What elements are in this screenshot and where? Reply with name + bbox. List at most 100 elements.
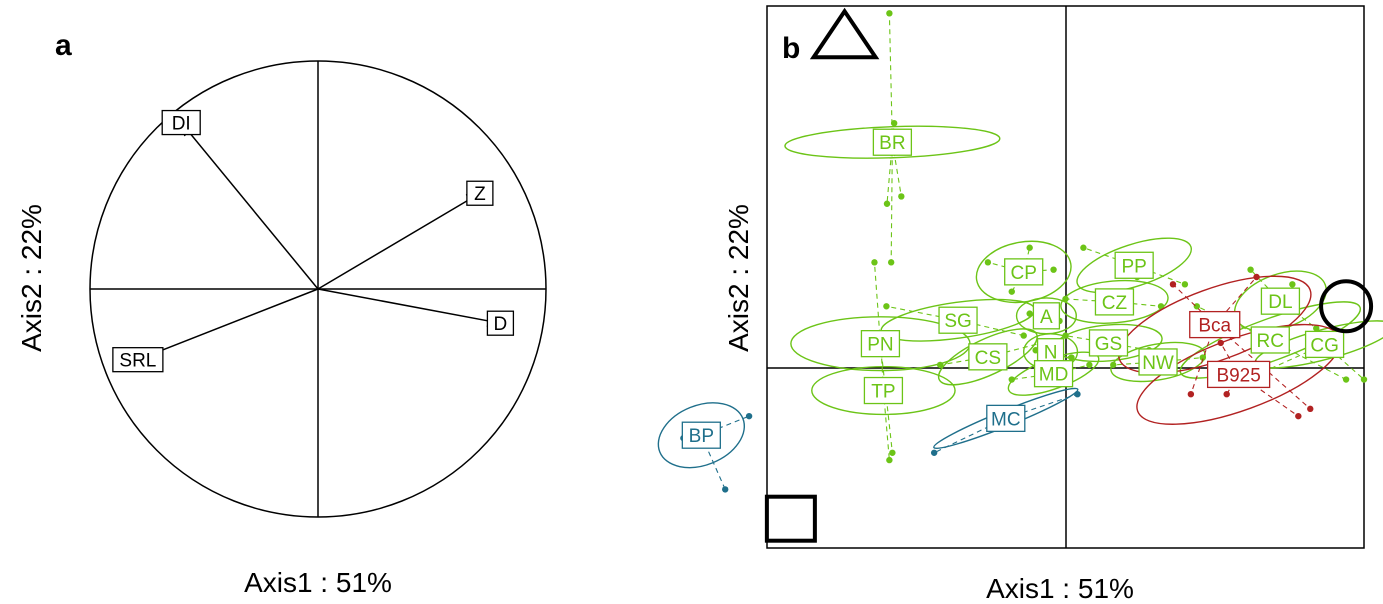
group-label-text: PP [1121,256,1146,277]
variable-srl: SRL [112,288,319,373]
group-label-pn: PN [860,330,901,358]
group-point [1026,244,1033,251]
group-label-box [1004,258,1044,286]
group-spoke [940,356,988,366]
group-label-text: CS [975,348,1001,369]
group-point [1008,288,1015,295]
group-label-text: B925 [1216,365,1260,386]
variable-arrow-shaft [180,122,319,290]
group-label-mc: MC [986,404,1026,433]
group-label-sg: SG [938,306,978,334]
variable-label: DI [172,114,191,135]
group-point [1086,361,1093,369]
variable-label-box [466,180,494,206]
panel-a-correlation-circle: a DI Z D SRL Axis1 : 51% Axis2 : 22% [16,29,547,598]
group-label-text: MD [1039,365,1069,386]
variable-di: DI [161,109,319,290]
variable-label: D [494,314,508,335]
group-label-text: CP [1011,263,1037,284]
group-point [1193,303,1201,310]
group-point [1050,266,1057,273]
group-point [1247,266,1254,273]
panel-b-y-axis-title: Axis2 : 22% [723,204,754,352]
panel-b-scatter-plot: b BR CP PP CZ A SG PN TP CS N GS MD NW DL RC CG Bca B925 M… [657,5,1383,604]
panel-b-x-axis-title: Axis1 : 51% [986,573,1134,604]
group-label-text: SG [944,311,971,332]
group-label-gs: GS [1088,329,1129,357]
group-point [936,361,944,369]
group-label-cp: CP [1004,258,1044,286]
group-point [1295,412,1302,420]
group-label-box [986,404,1026,433]
group-label-rc: RC [1250,326,1290,354]
group-ellipse [657,402,746,469]
group-spoke [1108,342,1150,351]
variable-label-box [161,109,201,136]
group-label-box [938,306,978,334]
group-label-md: MD [1033,360,1074,388]
group-point [1110,361,1117,369]
variable-arrow-shaft [317,288,501,324]
group-label-text: PN [867,335,893,356]
triangle-marker [809,7,880,60]
group-point [930,449,938,456]
group-nw [1110,341,1207,383]
group-label-text: BP [689,426,714,447]
group-ellipse [784,125,1001,159]
group-label-pp: PP [1114,251,1154,279]
group-label-box [1094,288,1135,316]
group-ellipse [937,328,1038,386]
group-ellipse [1076,237,1192,294]
group-point [1307,405,1314,413]
group-spoke [1220,342,1240,375]
variable-z: Z [317,180,494,290]
group-ellipse [811,365,956,416]
group-label-box [1260,287,1301,315]
panel-b-markers [764,7,1374,543]
group-spoke [1011,373,1054,381]
group-label-box [1033,360,1074,388]
group-point [1026,310,1033,317]
group-point [889,449,896,456]
group-label-box [681,421,721,449]
group-point [1223,390,1230,398]
group-spoke [1113,361,1159,366]
variable-label: Z [474,184,486,205]
group-label-box [1304,330,1345,359]
group-point [890,119,898,127]
circle-marker [1319,279,1374,334]
panel-a-y-axis-title: Axis2 : 22% [16,204,47,352]
group-spoke [1065,335,1109,344]
variable-label-box [112,347,164,373]
variable-arrow-shaft [317,192,481,290]
group-point [1313,325,1320,332]
group-label-box [1206,360,1271,389]
group-label-box [1250,326,1290,354]
group-label-box [1189,310,1241,339]
group-label-text: GS [1095,334,1122,355]
group-point [1062,332,1069,339]
group-point [871,259,878,266]
group-point [1169,281,1177,288]
group-point [1008,376,1015,383]
group-label-dl: DL [1260,287,1301,315]
group-label-text: TP [871,382,895,403]
group-point [984,259,992,266]
panel-a-x-axis-title: Axis1 : 51% [244,567,392,598]
group-label-box [1032,302,1061,330]
group-label-tp: TP [863,376,904,405]
group-point [1199,354,1207,361]
group-point [886,10,893,17]
group-ellipse [1117,275,1312,374]
group-br [784,10,1001,266]
group-point [722,486,729,493]
group-point [1074,390,1081,398]
group-spoke [890,142,893,263]
group-label-text: N [1044,343,1058,364]
group-label-cs: CS [968,343,1008,371]
group-label-bca: Bca [1189,310,1241,339]
group-point [1217,339,1224,347]
group-label-text: CZ [1102,293,1128,314]
group-point [1020,332,1027,339]
